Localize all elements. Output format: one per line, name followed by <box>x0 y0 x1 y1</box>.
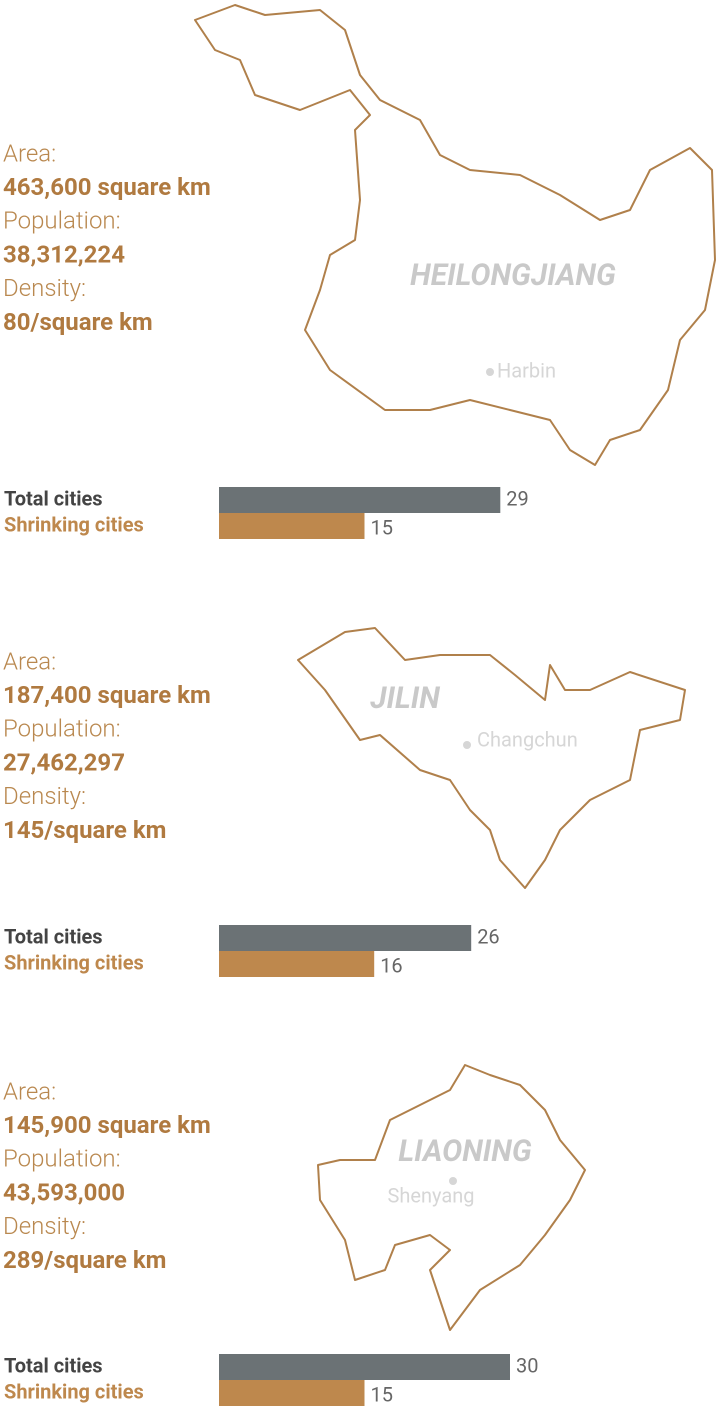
value-label: 16 <box>380 953 402 977</box>
population-label: Population: <box>3 1145 121 1173</box>
category-label: Total cities <box>4 924 103 948</box>
population-label: Population: <box>3 207 121 235</box>
population-label: Population: <box>3 715 121 743</box>
province-name: JILIN <box>370 681 440 716</box>
density: 289/square km <box>3 1246 166 1274</box>
category-label: Total cities <box>4 486 103 510</box>
bar <box>219 1354 510 1380</box>
value-label: 15 <box>371 515 393 539</box>
category-label: Total cities <box>4 1353 103 1377</box>
capital-name: Changchun <box>477 727 578 751</box>
capital-dot <box>463 741 471 749</box>
value-label: 30 <box>516 1353 538 1377</box>
population: 27,462,297 <box>3 748 125 776</box>
value-label: 29 <box>506 486 528 510</box>
category-label: Shrinking cities <box>4 950 144 974</box>
area-label: Area: <box>3 1077 56 1105</box>
capital-name: Shenyang <box>387 1183 474 1207</box>
province-name: LIAONING <box>398 1134 531 1169</box>
capital-dot <box>449 1177 457 1185</box>
province-outline <box>194 4 716 466</box>
population: 38,312,224 <box>3 240 125 268</box>
province-outline <box>317 1064 586 1331</box>
category-label: Shrinking cities <box>4 512 144 536</box>
area: 145,900 square km <box>3 1111 211 1139</box>
province-name: HEILONGJIANG <box>410 258 616 293</box>
density: 80/square km <box>3 308 153 336</box>
area: 187,400 square km <box>3 681 211 709</box>
population: 43,593,000 <box>3 1178 125 1206</box>
bar <box>219 951 375 977</box>
area-label: Area: <box>3 139 56 167</box>
capital-dot <box>486 368 494 376</box>
bar <box>219 513 365 539</box>
value-label: 15 <box>371 1382 393 1406</box>
density-label: Density: <box>3 782 86 810</box>
value-label: 26 <box>477 924 499 948</box>
bar <box>219 1380 365 1406</box>
bar <box>219 487 501 513</box>
province-outline <box>297 627 686 889</box>
area: 463,600 square km <box>3 173 211 201</box>
capital-name: Harbin <box>497 358 556 382</box>
bar <box>219 925 472 951</box>
density-label: Density: <box>3 1212 86 1240</box>
density-label: Density: <box>3 274 86 302</box>
area-label: Area: <box>3 647 56 675</box>
category-label: Shrinking cities <box>4 1379 144 1403</box>
density: 145/square km <box>3 816 166 844</box>
